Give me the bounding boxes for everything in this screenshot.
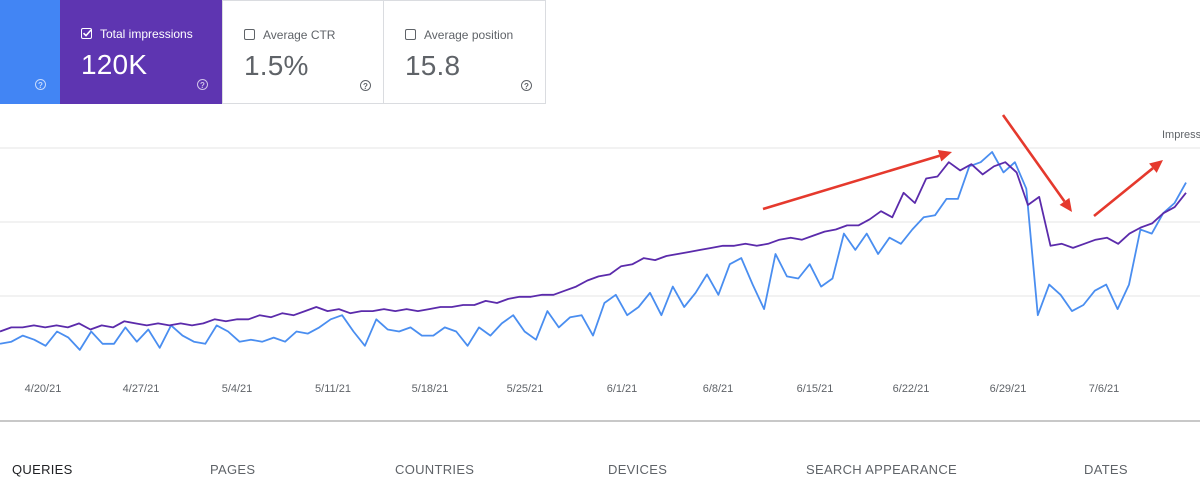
checkbox-checked-icon[interactable] (81, 28, 92, 39)
clicks-series-line (0, 151, 1187, 351)
checkbox-unchecked-icon[interactable] (244, 29, 255, 40)
impressions-series-line (0, 161, 1187, 333)
impressions-label: Total impressions (100, 27, 193, 41)
position-label: Average position (424, 28, 514, 42)
performance-chart: 4/20/21 4/27/21 5/4/21 5/11/21 5/18/21 5/25/2… (0, 114, 1200, 395)
annotation-arrow (762, 150, 952, 211)
ctr-label: Average CTR (263, 28, 336, 42)
metric-cards: ? Total impressions 120K ? Average CTR 1… (0, 0, 546, 104)
legend-label: Impress (1162, 129, 1200, 141)
total-clicks-card[interactable]: ? (0, 0, 60, 104)
position-value: 15.8 (405, 50, 461, 81)
x-tick-label: 6/29/21 (990, 383, 1027, 395)
x-tick-label: 5/18/21 (412, 383, 449, 395)
help-icon[interactable]: ? (521, 80, 532, 91)
average-ctr-card[interactable]: Average CTR 1.5% ? (222, 0, 384, 104)
help-icon[interactable]: ? (360, 80, 371, 91)
x-tick-label: 4/20/21 (25, 383, 62, 395)
checkbox-unchecked-icon[interactable] (405, 29, 416, 40)
annotation-arrow (1001, 114, 1072, 212)
annotation-arrow (1093, 160, 1163, 218)
tab-devices[interactable]: DEVICES (608, 462, 668, 477)
tab-countries[interactable]: COUNTRIES (395, 462, 475, 477)
help-icon[interactable]: ? (35, 79, 46, 90)
ctr-value: 1.5% (244, 50, 309, 81)
x-tick-label: 6/22/21 (893, 383, 930, 395)
x-tick-label: 5/25/21 (507, 383, 544, 395)
average-position-card[interactable]: Average position 15.8 ? (384, 0, 546, 104)
impressions-value: 120K (81, 49, 148, 80)
x-tick-label: 6/8/21 (703, 383, 734, 395)
tab-pages[interactable]: PAGES (210, 462, 256, 477)
x-tick-label: 4/27/21 (123, 383, 160, 395)
x-tick-label: 6/15/21 (797, 383, 834, 395)
dimension-tabs: QUERIES PAGES COUNTRIES DEVICES SEARCH A… (0, 420, 1200, 477)
tab-queries[interactable]: QUERIES (12, 462, 73, 477)
x-tick-label: 5/4/21 (222, 383, 253, 395)
tab-search-appearance[interactable]: SEARCH APPEARANCE (806, 462, 958, 477)
tab-dates[interactable]: DATES (1084, 462, 1128, 477)
x-tick-label: 7/6/21 (1089, 383, 1120, 395)
total-impressions-card[interactable]: Total impressions 120K ? (60, 0, 222, 104)
x-tick-label: 5/11/21 (315, 383, 351, 395)
help-icon[interactable]: ? (197, 79, 208, 90)
x-tick-label: 6/1/21 (607, 383, 638, 395)
